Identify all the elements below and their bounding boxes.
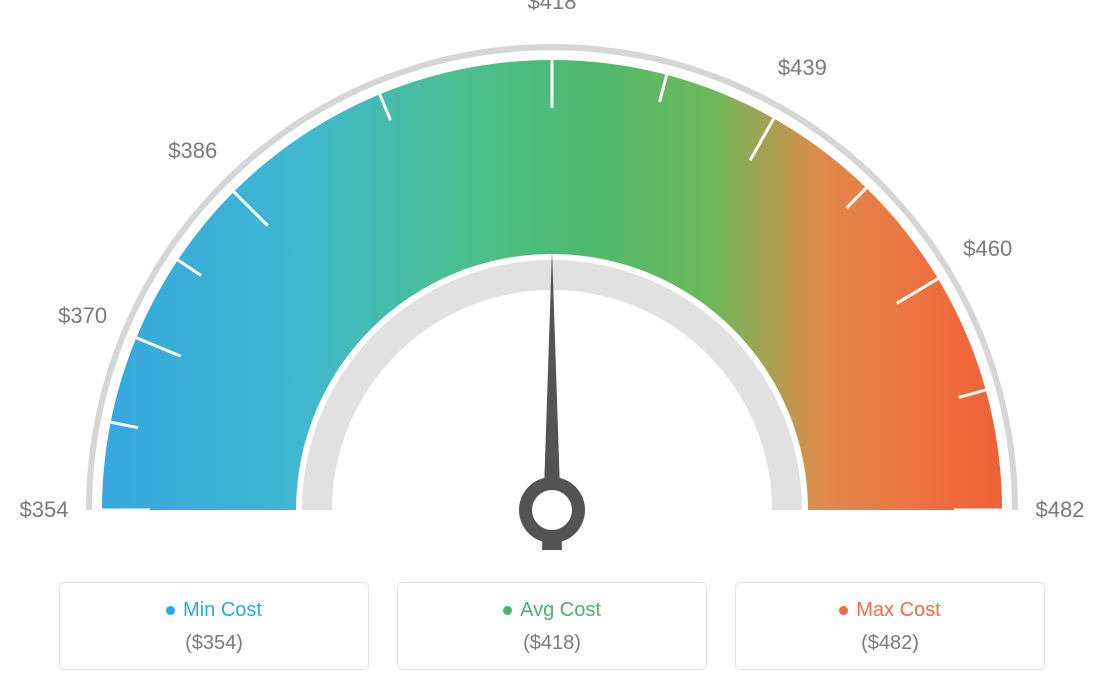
legend-value-avg: ($418) — [408, 632, 696, 655]
scale-label: $386 — [168, 138, 217, 164]
legend-label-max: Max Cost — [856, 599, 940, 622]
scale-label: $354 — [20, 497, 69, 523]
legend-row: Min Cost ($354) Avg Cost ($418) Max Cost… — [0, 582, 1104, 670]
legend-label-avg: Avg Cost — [520, 599, 601, 622]
legend-top-min: Min Cost — [70, 599, 358, 622]
dot-min — [166, 606, 175, 615]
scale-label: $460 — [963, 236, 1012, 262]
dot-max — [839, 606, 848, 615]
scale-label: $418 — [528, 0, 577, 15]
dot-avg — [503, 606, 512, 615]
scale-label: $370 — [58, 303, 107, 329]
legend-label-min: Min Cost — [183, 599, 262, 622]
legend-value-min: ($354) — [70, 632, 358, 655]
legend-top-avg: Avg Cost — [408, 599, 696, 622]
gauge-svg — [0, 0, 1104, 560]
legend-card-min: Min Cost ($354) — [59, 582, 369, 670]
gauge-chart: $354 $370 $386 $418 $439 $460 $482 — [0, 0, 1104, 560]
legend-card-avg: Avg Cost ($418) — [397, 582, 707, 670]
legend-card-max: Max Cost ($482) — [735, 582, 1045, 670]
scale-label: $439 — [778, 55, 827, 81]
scale-label: $482 — [1036, 497, 1085, 523]
legend-value-max: ($482) — [746, 632, 1034, 655]
legend-top-max: Max Cost — [746, 599, 1034, 622]
